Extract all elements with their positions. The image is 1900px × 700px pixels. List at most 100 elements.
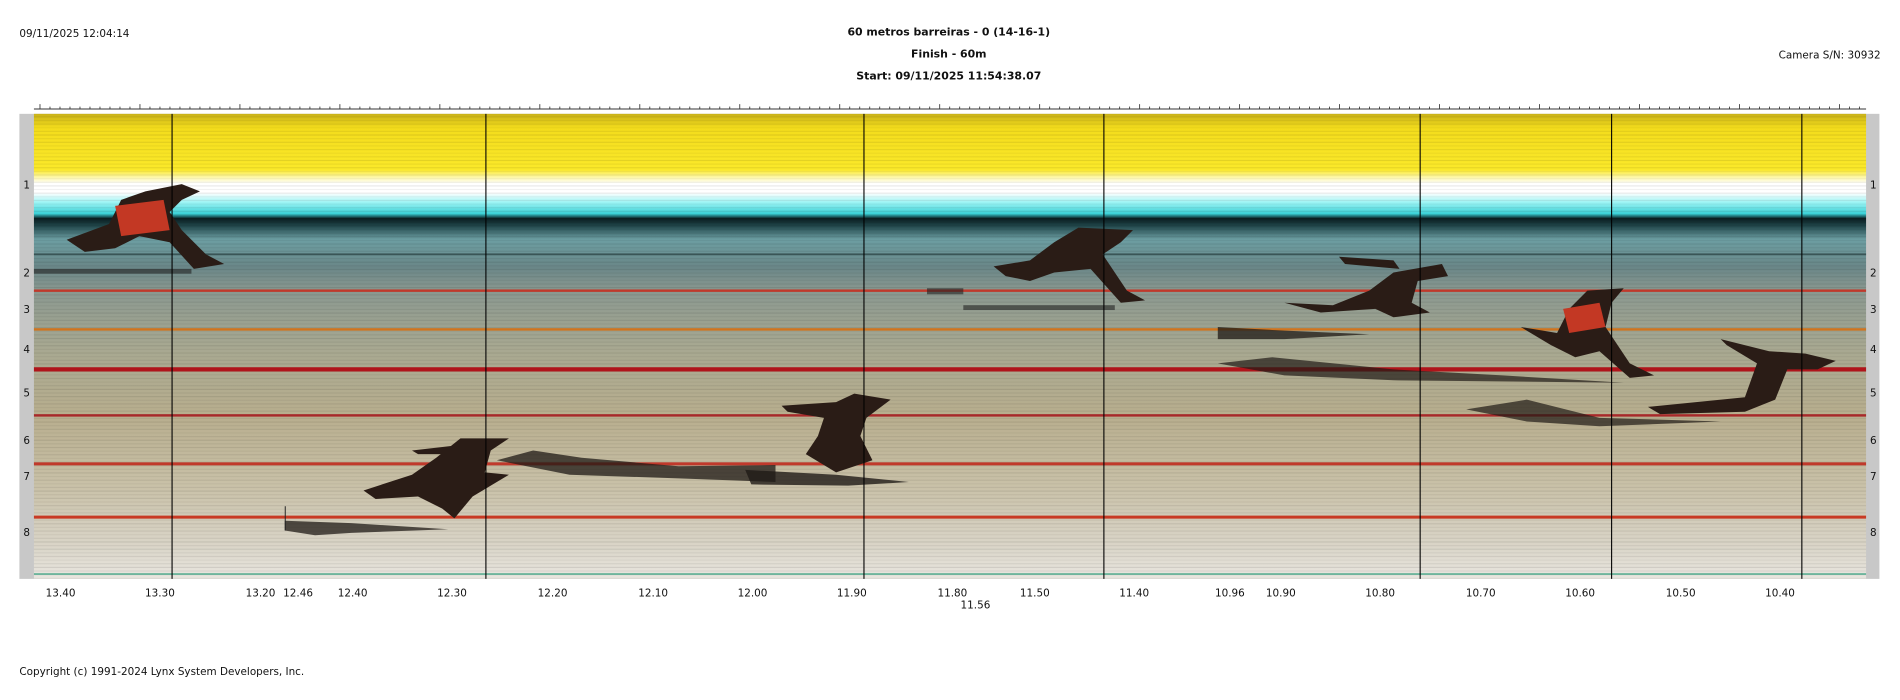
stripe	[33, 475, 1867, 478]
stripe	[33, 247, 1867, 249]
time-label: 12.40	[338, 587, 368, 599]
stripe	[33, 188, 1867, 191]
stripe	[33, 392, 1867, 394]
stripe	[33, 519, 1867, 521]
stripe	[33, 508, 1867, 510]
time-label: 13.30	[145, 587, 175, 599]
lane-label: 8	[23, 527, 30, 539]
stripe	[33, 348, 1867, 350]
time-label: 12.00	[738, 587, 768, 599]
stripe	[33, 363, 1867, 365]
stripe	[33, 323, 1867, 325]
stripe	[33, 446, 1867, 449]
stripe	[33, 479, 1867, 481]
stripe	[33, 294, 1867, 296]
time-label: 11.80	[938, 587, 968, 599]
camera-serial: Camera S/N: 30932	[1779, 50, 1881, 62]
time-label: 11.40	[1119, 587, 1149, 599]
stripe	[33, 461, 1867, 463]
lane-label: 1	[23, 179, 30, 191]
stripe	[33, 421, 1867, 423]
stripe	[33, 156, 1867, 158]
timestamp: 09/11/2025 12:04:14	[19, 28, 129, 40]
stripes	[33, 116, 1867, 579]
stripe	[33, 316, 1867, 318]
stripe	[33, 454, 1867, 456]
lane-line	[33, 253, 1867, 256]
stripe	[33, 308, 1867, 311]
stripe	[33, 163, 1867, 165]
stripe	[33, 199, 1867, 202]
stripe	[33, 214, 1867, 216]
stripe	[33, 374, 1867, 376]
stripe	[33, 305, 1867, 307]
lane-label: 6	[1870, 435, 1877, 447]
stripe	[33, 123, 1867, 125]
stripe	[33, 468, 1867, 470]
stripe	[33, 559, 1867, 561]
stripe	[33, 203, 1867, 205]
stripe	[33, 181, 1867, 183]
stripe	[33, 141, 1867, 143]
stripe	[33, 319, 1867, 321]
time-label: 10.70	[1466, 587, 1496, 599]
stripe	[33, 526, 1867, 529]
stripe	[33, 272, 1867, 274]
stripe	[33, 185, 1867, 187]
stripe	[33, 385, 1867, 387]
stripe	[33, 359, 1867, 361]
stripe	[33, 497, 1867, 499]
stripe	[33, 396, 1867, 398]
title: 60 metros barreiras - 0 (14-16-1)	[847, 26, 1050, 39]
time-label: 10.96	[1215, 587, 1245, 599]
copyright: Copyright (c) 1991-2024 Lynx System Deve…	[19, 666, 304, 678]
stripe	[33, 403, 1867, 405]
time-label: 10.60	[1565, 587, 1595, 599]
stripe	[33, 530, 1867, 532]
time-label: 10.40	[1765, 587, 1795, 599]
lane-label: 7	[1870, 471, 1877, 483]
stripe	[33, 399, 1867, 401]
ruler-ticks	[39, 104, 1860, 109]
lane-labels: 1 1 2 2 3 3 4 4 5 5 6 6 7 7 8 8	[23, 179, 1877, 539]
stripe	[33, 443, 1867, 445]
lane-line	[33, 573, 1867, 575]
lane-line	[33, 462, 1867, 466]
time-label: 10.90	[1266, 587, 1296, 599]
stripe	[33, 159, 1867, 162]
time-label: 12.30	[437, 587, 467, 599]
stripe	[33, 217, 1867, 220]
stripe	[33, 345, 1867, 347]
stripe	[33, 356, 1867, 358]
stripe	[33, 486, 1867, 489]
finish-lines	[171, 113, 1803, 579]
stripe	[33, 544, 1867, 547]
start-time: Start: 09/11/2025 11:54:38.07	[856, 69, 1041, 82]
stripe	[33, 178, 1867, 180]
stripe	[33, 236, 1867, 238]
stripe	[33, 494, 1867, 496]
athletes	[33, 184, 1836, 536]
lane-label: 5	[23, 388, 30, 400]
stripe	[33, 279, 1867, 281]
stripe	[33, 566, 1867, 568]
lane-label: 4	[23, 344, 30, 356]
stripe	[33, 257, 1867, 260]
lane-label: 5	[1870, 388, 1877, 400]
stripe	[33, 341, 1867, 343]
stripe	[33, 577, 1867, 579]
stripe	[33, 134, 1867, 136]
lane-label: 3	[23, 304, 30, 316]
stripe	[33, 563, 1867, 565]
time-axis: 13.40 13.30 13.20 12.46 12.40 12.30 12.20 12.10…	[46, 587, 1795, 611]
lane-label: 3	[1870, 304, 1877, 316]
stripe	[33, 225, 1867, 227]
stripe	[33, 192, 1867, 194]
stripe	[33, 127, 1867, 129]
stripe	[33, 457, 1867, 459]
stripe	[33, 541, 1867, 543]
stripe	[33, 119, 1867, 122]
stripe	[33, 337, 1867, 340]
